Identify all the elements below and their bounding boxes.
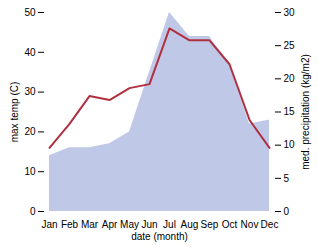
svg-text:Mar: Mar <box>81 219 99 230</box>
svg-text:20: 20 <box>24 126 36 137</box>
svg-text:Apr: Apr <box>102 219 118 230</box>
svg-text:Sep: Sep <box>201 219 219 230</box>
svg-text:Dec: Dec <box>261 219 279 230</box>
svg-text:Jun: Jun <box>141 219 157 230</box>
svg-text:25: 25 <box>284 40 296 51</box>
svg-text:Oct: Oct <box>222 219 238 230</box>
svg-text:30: 30 <box>284 7 296 18</box>
svg-text:Feb: Feb <box>61 219 79 230</box>
svg-text:Nov: Nov <box>241 219 259 230</box>
svg-text:May: May <box>120 219 139 230</box>
svg-text:20: 20 <box>284 73 296 84</box>
svg-text:40: 40 <box>24 47 36 58</box>
svg-text:med. precipitation (kg/m2): med. precipitation (kg/m2) <box>300 54 311 170</box>
svg-text:50: 50 <box>24 7 36 18</box>
svg-text:Jul: Jul <box>163 219 176 230</box>
svg-text:5: 5 <box>284 173 290 184</box>
svg-text:15: 15 <box>284 106 296 117</box>
svg-text:0: 0 <box>284 206 290 217</box>
svg-text:10: 10 <box>24 166 36 177</box>
svg-text:30: 30 <box>24 86 36 97</box>
svg-text:date (month): date (month) <box>131 231 188 242</box>
svg-text:0: 0 <box>30 206 36 217</box>
svg-text:Aug: Aug <box>181 219 199 230</box>
svg-text:10: 10 <box>284 139 296 150</box>
svg-text:max temp (C): max temp (C) <box>9 82 20 143</box>
svg-text:Jan: Jan <box>41 219 57 230</box>
